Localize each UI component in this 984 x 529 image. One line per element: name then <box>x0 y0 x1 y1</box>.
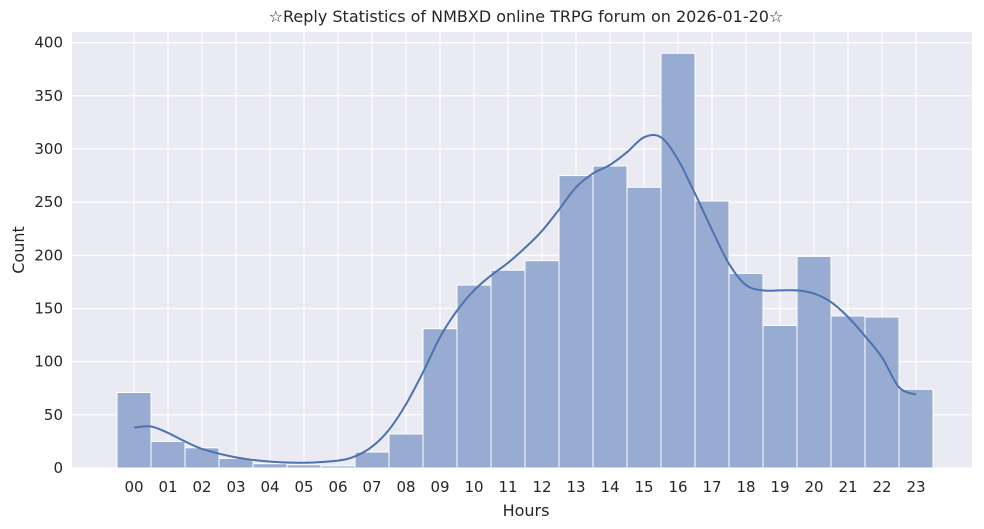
bar-hour-14 <box>592 165 628 469</box>
bar-hour-16 <box>660 52 696 469</box>
y-tick-label: 100 <box>34 353 63 371</box>
x-tick-label: 21 <box>838 478 857 496</box>
x-tick-label: 08 <box>396 478 415 496</box>
bar-hour-23 <box>898 388 934 469</box>
x-tick-label: 19 <box>770 478 789 496</box>
bar-hour-00 <box>116 391 152 469</box>
y-tick-label: 50 <box>44 406 63 424</box>
x-tick-label: 13 <box>566 478 585 496</box>
kde-curve-line <box>133 133 917 464</box>
bar-hour-01 <box>150 440 186 469</box>
bar-hour-22 <box>864 316 900 469</box>
x-tick-label: 01 <box>158 478 177 496</box>
y-tick-label: 350 <box>34 87 63 105</box>
bar-hour-11 <box>490 269 526 469</box>
chart-title: ☆Reply Statistics of NMBXD online TRPG f… <box>269 7 784 26</box>
bar-hour-02 <box>184 447 220 469</box>
x-axis-label: Hours <box>503 501 550 520</box>
x-tick-label: 09 <box>430 478 449 496</box>
bar-hour-05 <box>286 464 322 469</box>
y-tick-label: 200 <box>34 246 63 264</box>
x-tick-label: 17 <box>702 478 721 496</box>
y-tick-label: 250 <box>34 193 63 211</box>
bar-hour-18 <box>728 272 764 469</box>
y-tick-label: 150 <box>34 299 63 317</box>
x-tick-label: 07 <box>362 478 381 496</box>
y-tick-label: 400 <box>34 34 63 52</box>
bars <box>116 52 934 469</box>
bar-hour-12 <box>524 260 560 469</box>
bar-hour-08 <box>388 433 424 469</box>
x-tick-label: 02 <box>192 478 211 496</box>
x-tick-label: 15 <box>634 478 653 496</box>
x-tick-label: 00 <box>124 478 143 496</box>
x-tick-label: 16 <box>668 478 687 496</box>
bar-hour-15 <box>626 186 662 469</box>
x-tick-label: 06 <box>328 478 347 496</box>
x-tick-label: 03 <box>226 478 245 496</box>
x-tick-label: 18 <box>736 478 755 496</box>
y-tick-label: 0 <box>53 459 63 477</box>
bar-hour-13 <box>558 175 594 469</box>
y-tick-labels: 0 50 100 150 200 250 300 350 400 <box>34 34 63 477</box>
y-axis-label: Count <box>9 226 28 274</box>
x-tick-label: 04 <box>260 478 279 496</box>
x-tick-label: 23 <box>906 478 925 496</box>
x-tick-label: 14 <box>600 478 619 496</box>
bar-hour-09 <box>422 328 458 469</box>
bar-hour-20 <box>796 255 832 469</box>
bar-hour-06 <box>320 465 356 469</box>
x-tick-label: 11 <box>498 478 517 496</box>
bar-hour-04 <box>252 463 288 469</box>
x-tick-label: 10 <box>464 478 483 496</box>
bar-hour-03 <box>218 457 254 469</box>
x-tick-label: 22 <box>872 478 891 496</box>
bar-hour-17 <box>694 200 730 469</box>
bar-hour-19 <box>762 325 798 469</box>
x-tick-labels: 00 01 02 03 04 05 06 07 08 09 10 11 12 13 14 15 16 17 18 19… <box>124 478 925 496</box>
bar-hour-10 <box>456 284 492 469</box>
bar-hour-21 <box>830 315 866 469</box>
x-tick-label: 12 <box>532 478 551 496</box>
y-tick-label: 300 <box>34 140 63 158</box>
x-tick-label: 05 <box>294 478 313 496</box>
x-tick-label: 20 <box>804 478 823 496</box>
